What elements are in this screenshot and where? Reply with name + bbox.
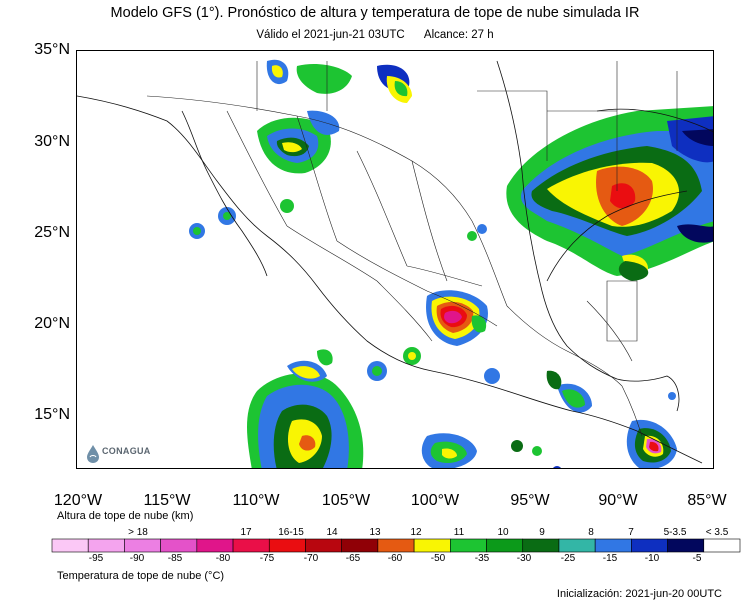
cloud-cell	[280, 199, 294, 213]
cloud-field-yucatan	[546, 370, 592, 413]
cloud-cell	[193, 227, 201, 235]
cloud-cell	[477, 224, 487, 234]
colorbar-swatch	[305, 538, 342, 553]
lon-label-115w: 115°W	[143, 492, 191, 509]
temp-label: -75	[259, 553, 275, 564]
colorbar-swatch	[413, 538, 451, 553]
colorbar-swatch	[631, 538, 668, 553]
temp-label: -10	[644, 553, 660, 564]
state-borders	[146, 61, 678, 437]
height-label: 9	[539, 527, 545, 538]
cloud-cell	[532, 446, 542, 456]
lat-label-15n: 15°N	[34, 406, 70, 423]
lat-label-35n: 35°N	[34, 41, 70, 58]
cloud-field-guatemala	[626, 419, 677, 468]
height-label: 8	[588, 527, 594, 538]
height-label: > 18	[128, 527, 148, 538]
colorbar-swatch	[486, 538, 524, 553]
colorbar-swatch	[377, 538, 415, 553]
height-label: 5-3.5	[663, 527, 687, 538]
cloud-cell	[511, 440, 523, 452]
height-label: 17	[240, 527, 252, 538]
lon-label-110w: 110°W	[232, 492, 280, 509]
cloud-cell	[372, 366, 382, 376]
lat-label-25n: 25°N	[34, 224, 70, 241]
cloud-field-guerrero	[421, 433, 477, 468]
cloud-field-arizona	[266, 59, 412, 103]
lon-label-95w: 95°W	[510, 492, 550, 509]
temp-label: -85	[167, 553, 183, 564]
colorbar-swatch	[268, 538, 306, 553]
colorbar-swatch	[703, 538, 741, 553]
cloud-field-pacific-southwest	[247, 349, 364, 468]
temp-label: -35	[474, 553, 490, 564]
cloud-cell	[408, 352, 416, 360]
height-label: 12	[410, 527, 422, 538]
colorbar-swatch	[522, 538, 560, 553]
temp-label: -90	[129, 553, 145, 564]
conagua-drop-logo-icon	[87, 445, 99, 463]
colorbar	[51, 538, 741, 553]
init-time: Inicialización: 2021-jun-20 00UTC	[556, 588, 722, 600]
colorbar-swatch	[341, 538, 379, 553]
lon-label-90w: 90°W	[598, 492, 638, 509]
lon-label-85w: 85°W	[687, 492, 727, 509]
temp-label: -95	[88, 553, 104, 564]
colorbar-swatch	[667, 538, 705, 553]
colorbar-temp-title: Temperatura de tope de nube (°C)	[57, 570, 225, 582]
colorbar-swatch	[232, 538, 270, 553]
cloud-top-map	[77, 59, 713, 468]
height-label: 14	[326, 527, 338, 538]
forecast-range: Alcance: 27 h	[423, 29, 494, 41]
lon-label-100w: 100°W	[410, 492, 460, 509]
height-label: 16-15	[278, 527, 304, 538]
cloud-field-sonora	[257, 110, 340, 174]
colorbar-swatch	[124, 538, 161, 553]
cloud-cell	[467, 231, 477, 241]
colorbar-swatch	[51, 538, 89, 553]
height-label: < 3.5	[705, 527, 729, 538]
colorbar-swatch	[594, 538, 632, 553]
temp-label: -65	[345, 553, 361, 564]
cloud-cell	[668, 392, 676, 400]
temp-label: -70	[303, 553, 319, 564]
temp-label: -15	[602, 553, 618, 564]
cloud-cell	[484, 368, 500, 384]
colorbar-swatch	[87, 538, 125, 553]
lat-label-20n: 20°N	[34, 315, 70, 332]
lon-label-105w: 105°W	[321, 492, 371, 509]
colorbar-swatch	[160, 538, 198, 553]
map-title: Modelo GFS (1°). Pronóstico de altura y …	[110, 5, 640, 21]
height-label: 7	[628, 527, 634, 538]
cloud-cell	[553, 466, 561, 468]
cloud-cell	[223, 212, 231, 220]
lat-label-30n: 30°N	[34, 133, 70, 150]
cloud-field-central-mexico	[426, 290, 488, 346]
colorbar-swatch	[450, 538, 487, 553]
temp-label: -25	[560, 553, 576, 564]
height-label: 11	[453, 527, 465, 538]
temp-label: -5	[692, 553, 702, 564]
lon-label-120w: 120°W	[53, 492, 103, 509]
colorbar-height-title: Altura de tope de nube (km)	[57, 510, 194, 522]
conagua-logo: CONAGUA	[86, 444, 166, 466]
colorbar-swatch	[196, 538, 234, 553]
temp-label: -50	[430, 553, 446, 564]
cloud-field-gulf-east	[506, 106, 713, 281]
height-label: 10	[497, 527, 509, 538]
height-label: 13	[369, 527, 381, 538]
conagua-logo-text: CONAGUA	[102, 446, 151, 456]
temp-label: -80	[215, 553, 231, 564]
temp-label: -60	[387, 553, 403, 564]
map-panel	[76, 50, 714, 469]
valid-time: Válido el 2021-jun-21 03UTC	[256, 29, 405, 41]
temp-label: -30	[516, 553, 532, 564]
coastlines	[77, 60, 713, 464]
colorbar-swatch	[558, 538, 596, 553]
map-subtitle: Válido el 2021-jun-21 03UTC Alcance: 27 …	[0, 29, 750, 41]
